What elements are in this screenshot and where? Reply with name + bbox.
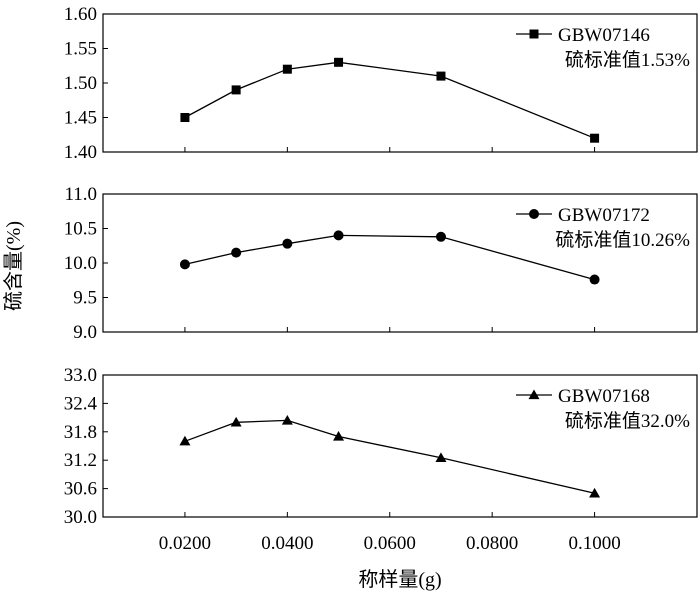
- y-tick-label-3: 31.8: [64, 422, 97, 443]
- series-line-1: [184, 61, 595, 139]
- y-tick-label-2: 10.5: [64, 219, 97, 240]
- x-tick-label: 0.0400: [261, 533, 313, 554]
- data-point-3: [230, 416, 242, 427]
- data-point-2: [179, 259, 190, 270]
- data-point-3: [281, 414, 293, 425]
- series-line-3: [184, 419, 595, 494]
- y-tick-label-3: 30.0: [64, 507, 97, 528]
- data-point-1: [436, 71, 446, 81]
- y-tick-label-3: 30.6: [64, 479, 97, 500]
- y-tick-label-1: 1.45: [64, 108, 97, 129]
- standard-value-note-2: 硫标准值10.26%: [555, 229, 690, 251]
- data-point-2: [282, 238, 293, 249]
- y-tick-label-3: 31.2: [64, 450, 97, 471]
- data-point-3: [333, 431, 345, 441]
- y-tick-label-1: 1.55: [64, 39, 97, 60]
- standard-value-note-3: 硫标准值32.0%: [565, 410, 690, 432]
- y-tick-label-2: 11.0: [64, 184, 97, 205]
- y-tick-label-1: 1.60: [64, 4, 97, 25]
- y-tick-label-2: 9.5: [73, 288, 97, 309]
- legend-marker-2: [529, 209, 539, 219]
- legend-label-2: GBW07172: [558, 205, 650, 226]
- y-tick-label-1: 1.50: [64, 73, 97, 94]
- legend-label-1: GBW07146: [558, 25, 650, 46]
- y-tick-label-2: 10.0: [64, 253, 97, 274]
- x-tick-label: 0.0600: [364, 533, 416, 554]
- y-tick-label-3: 33.0: [64, 365, 97, 386]
- data-point-2: [435, 231, 446, 242]
- data-point-2: [231, 247, 242, 258]
- legend-marker-1: [529, 29, 539, 39]
- plot-frame-3: [102, 374, 698, 518]
- data-point-2: [333, 230, 344, 241]
- data-point-2: [589, 274, 600, 285]
- y-tick-label-3: 32.4: [64, 393, 98, 414]
- x-tick-label: 0.0200: [159, 533, 211, 554]
- data-point-1: [231, 85, 241, 95]
- y-axis-title: 硫含量(%): [2, 221, 25, 311]
- series-line-2: [184, 234, 595, 281]
- x-tick-label: 0.0800: [466, 533, 518, 554]
- data-point-3: [589, 487, 601, 498]
- x-axis-title: 称样量(g): [358, 568, 441, 591]
- data-point-1: [334, 57, 344, 67]
- data-point-3: [179, 435, 191, 446]
- y-tick-label-2: 9.0: [73, 322, 97, 343]
- standard-value-note-1: 硫标准值1.53%: [565, 49, 690, 71]
- data-point-3: [435, 452, 447, 462]
- y-tick-label-1: 1.40: [64, 142, 97, 163]
- legend-label-3: GBW07168: [558, 386, 650, 407]
- legend-marker-3: [528, 389, 540, 400]
- data-point-1: [282, 64, 292, 74]
- data-point-1: [590, 133, 600, 143]
- x-tick-label: 0.1000: [568, 533, 620, 554]
- data-point-1: [180, 113, 190, 122]
